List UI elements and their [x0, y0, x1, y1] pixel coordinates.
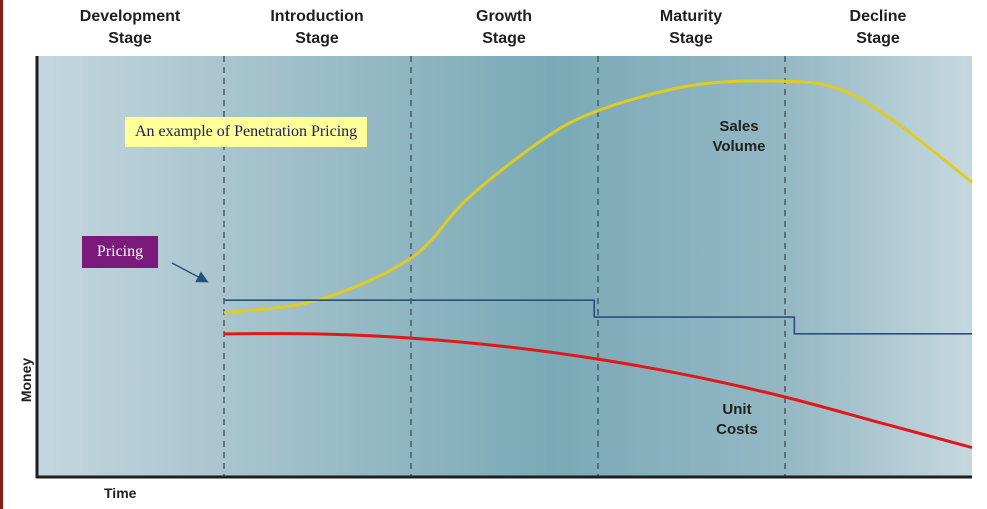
stage-label-line2: Stage — [482, 30, 526, 47]
curve-label-line2: Volume — [712, 138, 766, 155]
curve-label-line1: Sales — [719, 118, 759, 135]
stage-label-line1: Decline — [849, 8, 907, 25]
left-border-rule — [0, 0, 3, 509]
stage-label-line1: Development — [79, 8, 181, 25]
stage-label-line2: Stage — [669, 30, 713, 47]
sales-volume-line — [223, 79, 973, 315]
unit-costs-label: Unit Costs — [692, 400, 782, 440]
pricing-callout: Pricing — [82, 236, 158, 268]
sales-volume-label: Sales Volume — [694, 117, 784, 157]
stage-label-line2: Stage — [108, 30, 152, 47]
stage-label-line2: Stage — [295, 30, 339, 47]
stage-label-development: Development Stage — [40, 6, 220, 50]
curve-label-line1: Unit — [722, 401, 752, 418]
stage-label-introduction: Introduction Stage — [227, 6, 407, 50]
x-axis-label: Time — [104, 485, 137, 501]
curve-label-line2: Costs — [716, 421, 758, 438]
pricing-line — [224, 299, 972, 335]
stage-label-decline: Decline Stage — [788, 6, 968, 50]
stage-label-line1: Growth — [476, 8, 532, 25]
stage-label-line1: Maturity — [659, 8, 723, 25]
stage-label-line2: Stage — [856, 30, 900, 47]
unit-costs-line — [223, 332, 973, 449]
pricing-arrow — [171, 262, 209, 283]
penetration-pricing-callout: An example of Penetration Pricing — [125, 117, 368, 147]
stage-label-growth: Growth Stage — [414, 6, 594, 50]
stage-label-line1: Introduction — [270, 8, 364, 25]
y-axis-label: Money — [18, 357, 34, 403]
stage-label-maturity: Maturity Stage — [601, 6, 781, 50]
